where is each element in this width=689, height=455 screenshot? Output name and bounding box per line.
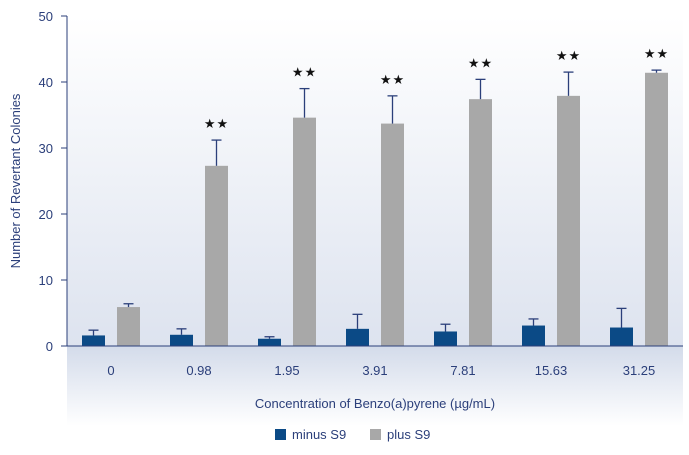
significance-marker: ★★ <box>292 65 317 80</box>
x-tick-label: 7.81 <box>450 363 475 378</box>
legend: minus S9 plus S9 <box>275 427 430 442</box>
y-tick-label: 20 <box>39 207 53 222</box>
bar-plus-s9 <box>381 123 404 346</box>
bar-minus-s9 <box>258 338 281 346</box>
significance-marker: ★★ <box>644 46 669 61</box>
significance-marker: ★★ <box>380 72 405 87</box>
bar-plus-s9 <box>205 165 228 346</box>
bar-plus-s9 <box>117 307 140 346</box>
bar-minus-s9 <box>610 327 633 346</box>
bar-plus-s9 <box>469 99 492 346</box>
x-tick-label: 15.63 <box>535 363 568 378</box>
y-tick-label: 40 <box>39 75 53 90</box>
significance-marker: ★★ <box>556 48 581 63</box>
x-axis-band <box>67 346 683 426</box>
bar-plus-s9 <box>645 72 668 346</box>
bar-plus-s9 <box>293 117 316 346</box>
legend-label: minus S9 <box>292 427 346 442</box>
bar-minus-s9 <box>434 331 457 346</box>
x-tick-label: 3.91 <box>362 363 387 378</box>
significance-marker: ★★ <box>204 116 229 131</box>
bar-minus-s9 <box>170 334 193 346</box>
legend-swatch <box>275 429 286 440</box>
x-tick-label: 0.98 <box>186 363 211 378</box>
y-tick-label: 10 <box>39 273 53 288</box>
y-tick-label: 50 <box>39 9 53 24</box>
x-tick-label: 1.95 <box>274 363 299 378</box>
x-tick-label: 31.25 <box>623 363 656 378</box>
x-axis-title: Concentration of Benzo(a)pyrene (µg/mL) <box>255 396 495 411</box>
bar-minus-s9 <box>82 335 105 346</box>
bar-minus-s9 <box>522 325 545 346</box>
y-tick-label: 0 <box>46 339 53 354</box>
x-tick-label: 0 <box>107 363 114 378</box>
legend-label: plus S9 <box>387 427 430 442</box>
legend-swatch <box>370 429 381 440</box>
y-axis-title: Number of Revertant Colonies <box>8 93 23 268</box>
significance-marker: ★★ <box>468 55 493 70</box>
plot-background <box>67 16 683 346</box>
bar-minus-s9 <box>346 328 369 346</box>
bar-plus-s9 <box>557 95 580 346</box>
y-tick-label: 30 <box>39 141 53 156</box>
